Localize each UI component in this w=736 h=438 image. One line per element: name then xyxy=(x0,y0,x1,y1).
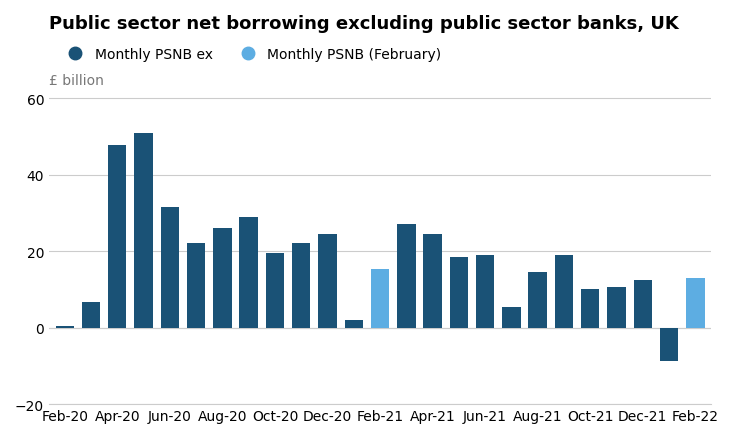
Bar xyxy=(213,229,232,328)
Bar xyxy=(686,278,704,328)
Bar xyxy=(607,288,626,328)
Bar xyxy=(450,257,468,328)
Bar xyxy=(660,328,679,361)
Bar xyxy=(108,145,127,328)
Bar xyxy=(502,307,520,328)
Bar xyxy=(160,208,179,328)
Bar xyxy=(371,269,389,328)
Bar xyxy=(55,327,74,328)
Bar xyxy=(476,255,495,328)
Bar xyxy=(581,290,599,328)
Bar xyxy=(82,302,100,328)
Bar xyxy=(555,255,573,328)
Bar xyxy=(634,280,652,328)
Bar xyxy=(292,244,311,328)
Bar xyxy=(423,234,442,328)
Bar xyxy=(266,254,284,328)
Text: £ billion: £ billion xyxy=(49,74,104,88)
Bar xyxy=(318,234,336,328)
Legend: Monthly PSNB ex, Monthly PSNB (February): Monthly PSNB ex, Monthly PSNB (February) xyxy=(56,42,447,67)
Text: Public sector net borrowing excluding public sector banks, UK: Public sector net borrowing excluding pu… xyxy=(49,15,679,33)
Bar xyxy=(187,244,205,328)
Bar xyxy=(344,320,363,328)
Bar xyxy=(135,133,153,328)
Bar xyxy=(239,217,258,328)
Bar xyxy=(528,272,547,328)
Bar xyxy=(397,225,416,328)
